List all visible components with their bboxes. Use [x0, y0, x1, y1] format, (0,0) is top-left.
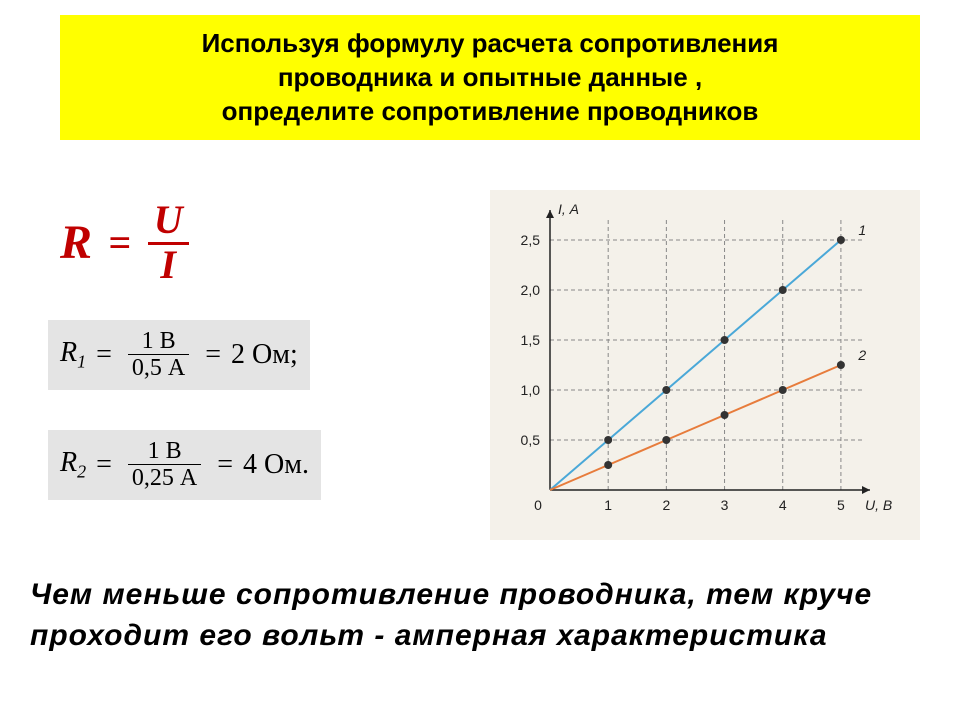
- svg-text:U, В: U, В: [865, 497, 892, 513]
- title-line1: Используя формулу расчета сопротивления: [202, 28, 779, 58]
- svg-text:3: 3: [721, 497, 729, 513]
- svg-text:I, А: I, А: [558, 201, 579, 217]
- formula-fraction: U I: [148, 200, 189, 285]
- svg-text:2: 2: [857, 347, 866, 363]
- r1-num: 1 В: [128, 328, 189, 355]
- r2-result: 4 Ом.: [243, 449, 309, 481]
- title-line2: проводника и опытные данные ,: [278, 62, 702, 92]
- svg-text:2,5: 2,5: [521, 232, 541, 248]
- r2-den: 0,25 А: [128, 465, 201, 491]
- formula-denominator: I: [148, 245, 189, 285]
- conclusion-text: Чем меньше сопротивление проводника, тем…: [30, 575, 940, 656]
- title-line3: определите сопротивление проводников: [222, 96, 759, 126]
- r1-symbol: R1: [60, 337, 86, 373]
- formula-r2: R2 = 1 В 0,25 А = 4 Ом.: [48, 430, 321, 500]
- formula-r1: R1 = 1 В 0,5 А = 2 Ом;: [48, 320, 310, 390]
- r2-symbol: R2: [60, 447, 86, 483]
- svg-text:4: 4: [779, 497, 787, 513]
- svg-text:5: 5: [837, 497, 845, 513]
- svg-text:1,0: 1,0: [521, 382, 541, 398]
- r1-den: 0,5 А: [128, 355, 189, 381]
- r2-eq: =: [96, 449, 112, 481]
- svg-text:1,5: 1,5: [521, 332, 541, 348]
- svg-text:1: 1: [858, 222, 866, 238]
- formula-lhs: R: [60, 216, 92, 269]
- chart-svg: 1 2 3 4 5 0 0,5 1,0 1,5 2,0 2,5 U, В I, А 1 2: [490, 190, 920, 540]
- r2-num: 1 В: [128, 438, 201, 465]
- iv-chart: 1 2 3 4 5 0 0,5 1,0 1,5 2,0 2,5 U, В I, А 1 2: [490, 190, 920, 540]
- r1-eq: =: [96, 339, 112, 371]
- formula-numerator: U: [148, 200, 189, 245]
- svg-text:0: 0: [534, 497, 542, 513]
- r2-fraction: 1 В 0,25 А: [128, 438, 201, 492]
- r1-result: 2 Ом;: [231, 339, 298, 371]
- r1-eq2: =: [205, 339, 221, 371]
- main-formula: R = U I: [60, 200, 360, 285]
- task-title: Используя формулу расчета сопротивления …: [60, 15, 920, 140]
- svg-text:0,5: 0,5: [521, 432, 541, 448]
- r1-fraction: 1 В 0,5 А: [128, 328, 189, 382]
- svg-text:2: 2: [662, 497, 670, 513]
- r2-eq2: =: [217, 449, 233, 481]
- svg-text:1: 1: [604, 497, 612, 513]
- formula-eq: =: [108, 220, 131, 265]
- svg-text:2,0: 2,0: [521, 282, 541, 298]
